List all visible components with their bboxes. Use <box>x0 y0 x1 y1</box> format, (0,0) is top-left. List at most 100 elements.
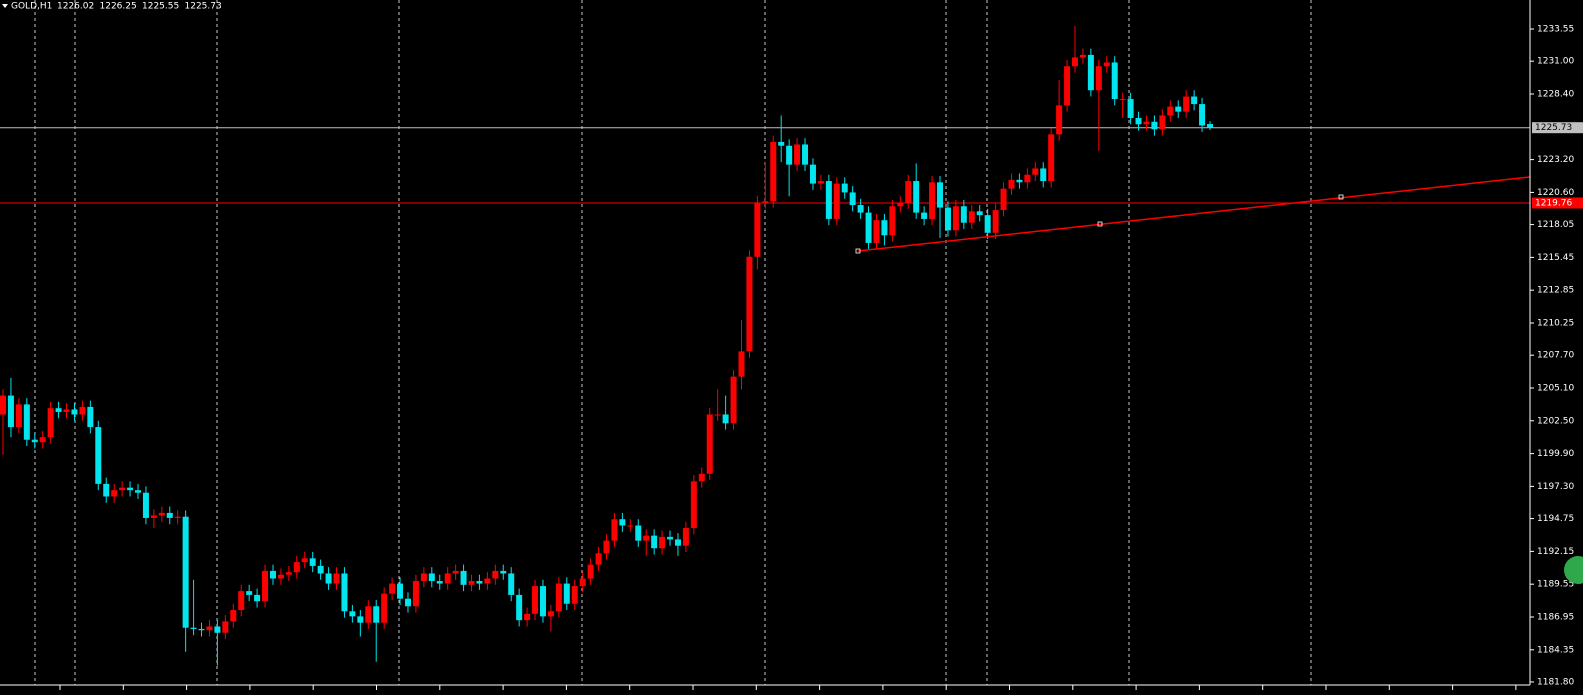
candle-body <box>71 409 78 415</box>
candle-body <box>206 626 213 631</box>
candle-body <box>992 210 999 233</box>
candle-body <box>809 164 816 184</box>
candle-body <box>1207 124 1213 128</box>
candle-body <box>1072 57 1079 67</box>
candle-body <box>1103 62 1110 67</box>
candle-body <box>1167 106 1174 116</box>
candle-body <box>317 565 324 574</box>
candle-body <box>1008 179 1015 189</box>
candle-body <box>397 583 404 599</box>
candle-body <box>420 573 427 582</box>
candle-body <box>31 439 38 443</box>
trend-anchor <box>855 248 861 254</box>
candle-body <box>651 535 658 549</box>
ohlc-value: 1226.02 <box>57 2 94 12</box>
ohlc-value: 1225.73 <box>185 2 222 12</box>
candle-body <box>277 574 284 579</box>
candle-body <box>468 581 475 585</box>
candle-body <box>516 594 523 621</box>
candle-body <box>1183 96 1190 112</box>
candle-body <box>1143 121 1150 125</box>
candles <box>0 25 1213 666</box>
y-tick-label: 1189.55 <box>1537 580 1574 590</box>
candle-body <box>39 437 46 443</box>
candle-body <box>23 404 30 440</box>
y-tick-label: 1186.95 <box>1537 612 1574 622</box>
candle-body <box>492 570 499 579</box>
y-tick-label: 1215.45 <box>1537 253 1574 263</box>
candle-body <box>349 611 356 617</box>
y-tick-label: 1205.10 <box>1537 383 1574 393</box>
candle-body <box>857 205 864 213</box>
candle-body <box>238 591 245 611</box>
candle-body <box>603 540 610 554</box>
y-tick-label: 1228.40 <box>1537 89 1574 99</box>
candle-body <box>182 516 189 628</box>
candle-body <box>738 351 745 377</box>
y-tick-label: 1210.25 <box>1537 319 1574 329</box>
candle-body <box>1064 66 1071 106</box>
candle-body <box>897 202 904 207</box>
candle-body <box>158 512 165 516</box>
candle-body <box>539 586 546 617</box>
candle-body <box>563 583 570 604</box>
candle-body <box>198 628 205 631</box>
candle-body <box>1095 66 1102 91</box>
candle-body <box>79 406 86 415</box>
candle-body <box>532 586 539 614</box>
candle-body <box>150 515 157 518</box>
candle-body <box>1191 96 1198 105</box>
candle-body <box>254 594 261 602</box>
candle-body <box>127 487 134 491</box>
candle-body <box>794 144 801 165</box>
price-label-box <box>1532 197 1583 209</box>
candle-body <box>659 536 666 549</box>
candle-body <box>635 525 642 541</box>
y-tick-label: 1184.35 <box>1537 645 1574 655</box>
candle-body <box>452 570 459 574</box>
candle-body <box>682 528 689 546</box>
candle-body <box>1159 115 1166 130</box>
candle-body <box>865 212 872 243</box>
candle-body <box>47 408 54 438</box>
ohlc-header: 1226.02 1226.25 1225.55 1225.73 <box>57 2 222 12</box>
candle-body <box>436 581 443 584</box>
candle-body <box>269 570 276 579</box>
candle-body <box>119 487 126 491</box>
y-tick-label: 1194.75 <box>1537 514 1574 524</box>
candle-body <box>190 627 197 629</box>
candle-body <box>103 483 110 497</box>
candle-body <box>984 215 991 233</box>
candle-body <box>841 183 848 193</box>
candle-body <box>627 525 634 527</box>
chart-title: GOLD,H1 <box>11 2 52 12</box>
candle-body <box>968 211 975 223</box>
candle-body <box>309 558 316 566</box>
candle-body <box>476 581 483 584</box>
candle-body <box>825 181 832 219</box>
candle-body <box>1079 54 1086 58</box>
candle-body <box>246 591 253 595</box>
y-tick-label: 1207.70 <box>1537 351 1574 361</box>
candle-body <box>142 492 149 518</box>
candle-body <box>460 570 467 585</box>
candle-body <box>285 572 292 575</box>
candle-body <box>706 414 713 474</box>
candle-body <box>1175 106 1182 112</box>
candle-body <box>579 578 586 587</box>
price-label: 1225.73 <box>1535 123 1572 133</box>
candle-body <box>333 573 340 584</box>
candle-body <box>262 570 269 602</box>
candle-body <box>833 183 840 219</box>
y-tick-label: 1197.30 <box>1537 482 1574 492</box>
candle-body <box>929 182 936 219</box>
candle-body <box>730 376 737 424</box>
candle-body <box>849 192 856 206</box>
candle-body <box>1151 121 1158 130</box>
price-label: 1219.76 <box>1535 199 1572 209</box>
candle-body <box>325 573 332 584</box>
candle-body <box>500 570 507 574</box>
candle-body <box>1111 62 1118 100</box>
trend-anchor <box>1097 221 1103 227</box>
